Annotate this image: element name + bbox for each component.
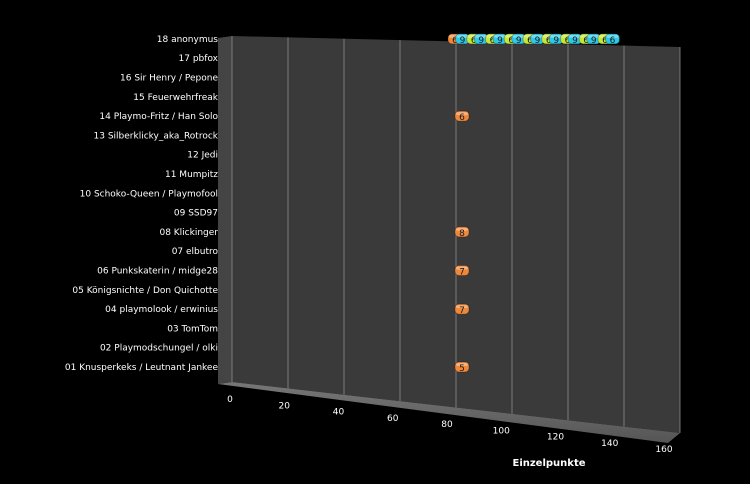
data-label: 9 bbox=[591, 36, 597, 46]
category-label: 02 Playmodschungel / olki bbox=[100, 344, 218, 354]
category-label: 12 Jedi bbox=[187, 151, 218, 161]
x-tick-label: 20 bbox=[279, 401, 291, 411]
category-label: 15 Feuerwehrfreak bbox=[133, 93, 219, 103]
data-label: 6 bbox=[508, 36, 514, 46]
bar-segment bbox=[605, 33, 620, 45]
data-label: 9 bbox=[460, 36, 466, 46]
gridlines bbox=[231, 36, 681, 433]
x-tick-label: 80 bbox=[441, 420, 453, 430]
bar-highlight bbox=[587, 34, 600, 38]
data-label: 6 bbox=[527, 36, 533, 46]
bar-segment bbox=[454, 361, 470, 373]
data-label: 6 bbox=[452, 36, 458, 46]
data-label: 6 bbox=[459, 113, 465, 123]
category-label: 03 TomTom bbox=[167, 324, 218, 334]
bar-highlight bbox=[456, 112, 468, 116]
floor bbox=[218, 382, 680, 443]
x-tick-label: 120 bbox=[547, 433, 564, 443]
category-label: 07 elbutro bbox=[172, 247, 219, 257]
x-tick-label: 160 bbox=[655, 445, 672, 455]
category-label: 05 Königsnichte / Don Quichotte bbox=[72, 286, 218, 296]
data-label: 6 bbox=[565, 36, 571, 46]
bar-highlight bbox=[494, 34, 506, 38]
category-label: 09 SSD97 bbox=[174, 209, 218, 219]
category-label: 14 Playmo-Fritz / Han Solo bbox=[99, 112, 218, 122]
category-label: 04 playmolook / erwinius bbox=[105, 305, 218, 315]
bar-segment bbox=[454, 303, 470, 315]
category-label: 18 anonymus bbox=[157, 35, 219, 45]
bar-highlight bbox=[456, 227, 468, 231]
bar-highlight bbox=[456, 266, 468, 270]
data-label: 6 bbox=[583, 36, 589, 46]
data-label: 9 bbox=[572, 36, 578, 46]
data-label: 9 bbox=[553, 36, 559, 46]
data-label: 9 bbox=[535, 36, 541, 46]
plot-walls bbox=[218, 36, 680, 443]
data-label: 6 bbox=[546, 36, 552, 46]
bar-highlight bbox=[531, 34, 544, 38]
x-tick-label: 40 bbox=[333, 408, 345, 418]
x-tick-label: 60 bbox=[387, 414, 399, 424]
data-label: 5 bbox=[459, 364, 465, 374]
category-label: 08 Klickinger bbox=[159, 228, 218, 238]
x-tick-labels: 0 20 40 60 80 100 120 140 160 bbox=[227, 395, 673, 455]
bar-highlight bbox=[456, 363, 468, 366]
data-label: 8 bbox=[459, 229, 465, 239]
data-label: 6 bbox=[602, 36, 608, 46]
category-label: 13 Silberklicky_aka_Rotrock bbox=[94, 131, 219, 141]
category-label: 10 Schoko-Queen / Playmofool bbox=[80, 189, 218, 199]
x-tick-label: 140 bbox=[601, 439, 618, 449]
x-axis-title: Einzelpunkte bbox=[512, 458, 585, 469]
category-labels: 01 Knusperkeks / Leutnant Jankee 02 Playm… bbox=[65, 35, 219, 373]
data-label: 7 bbox=[459, 306, 465, 316]
data-label: 9 bbox=[516, 36, 522, 46]
bar-highlight bbox=[569, 34, 581, 38]
data-label: 7 bbox=[459, 268, 465, 278]
x-tick-label: 0 bbox=[227, 395, 233, 405]
category-label: 17 pbfox bbox=[179, 54, 219, 64]
bar-segment bbox=[454, 110, 470, 122]
bar-highlight bbox=[475, 34, 488, 38]
category-label: 06 Punkskaterin / midge28 bbox=[97, 267, 218, 277]
bar-highlight bbox=[512, 34, 525, 38]
bar-highlight bbox=[456, 305, 468, 309]
category-label: 11 Mumpitz bbox=[165, 170, 218, 180]
data-label: 6 bbox=[471, 36, 477, 46]
left-wall bbox=[218, 36, 232, 384]
data-label: 6 bbox=[490, 36, 496, 46]
category-label: 16 Sir Henry / Pepone bbox=[120, 74, 218, 84]
data-label: 9 bbox=[478, 36, 484, 46]
bar-highlight bbox=[456, 34, 469, 38]
bar-segment bbox=[454, 265, 470, 276]
bar-highlight bbox=[606, 34, 619, 38]
x-tick-label: 100 bbox=[493, 426, 510, 436]
bar-highlight bbox=[550, 34, 563, 38]
data-label: 6 bbox=[610, 36, 616, 46]
bar-segment bbox=[454, 226, 470, 238]
category-label: 01 Knusperkeks / Leutnant Jankee bbox=[65, 363, 219, 373]
data-label: 9 bbox=[497, 36, 503, 46]
